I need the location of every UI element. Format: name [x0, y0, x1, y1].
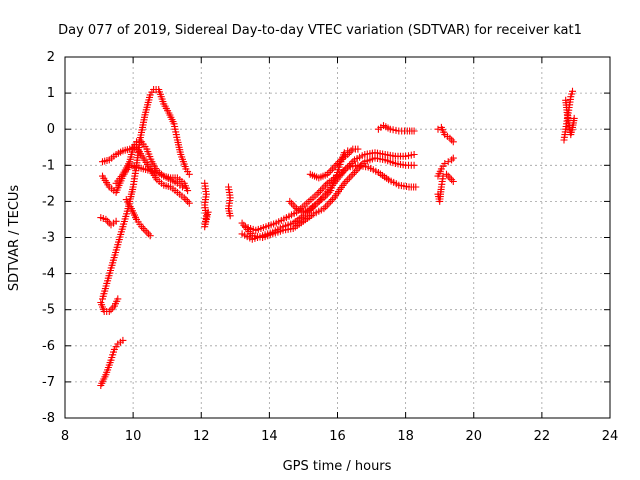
y-tick-label: -7: [42, 375, 55, 390]
x-tick-label: 24: [602, 429, 619, 444]
x-tick-label: 14: [261, 429, 278, 444]
data-point: [184, 187, 192, 195]
data-point: [289, 201, 297, 209]
data-point: [570, 114, 578, 122]
data-point: [410, 127, 418, 135]
data-point: [327, 167, 335, 175]
data-point: [112, 217, 120, 225]
data-point: [412, 183, 420, 191]
y-tick-label: -3: [42, 231, 55, 246]
data-point: [315, 188, 323, 196]
data-point: [446, 174, 454, 182]
series-satellite-arc-8: [122, 196, 154, 240]
y-tick-label: -4: [42, 267, 55, 282]
data-point: [204, 208, 212, 216]
data-point: [448, 156, 456, 164]
y-tick-label: -1: [42, 158, 55, 173]
data-point: [448, 136, 456, 144]
data-point: [145, 230, 152, 238]
series-satellite-arc-21: [562, 96, 578, 139]
data-point: [448, 176, 456, 184]
data-point: [345, 174, 353, 182]
series-satellite-arc-9: [201, 179, 212, 231]
data-point: [185, 170, 193, 178]
x-tick-label: 22: [534, 429, 551, 444]
data-point: [184, 197, 192, 205]
data-point: [322, 203, 330, 211]
y-tick-label: -6: [42, 339, 55, 354]
series-satellite-arc-2: [97, 336, 127, 389]
series-satellite-arc-3: [97, 295, 122, 315]
data-point: [185, 199, 193, 207]
data-point: [347, 172, 355, 180]
data-point: [347, 147, 355, 155]
data-point: [449, 154, 457, 162]
series-satellite-arc-16: [374, 122, 418, 135]
series-satellite-arc-18: [434, 154, 457, 180]
y-tick-label: 2: [47, 50, 55, 65]
data-point: [444, 158, 452, 166]
data-point: [288, 199, 295, 207]
data-point: [352, 167, 360, 175]
series-satellite-arc-6: [112, 138, 186, 191]
x-tick-label: 8: [61, 429, 69, 444]
data-point: [449, 178, 457, 185]
data-point: [182, 196, 190, 204]
series-satellite-arc-17: [434, 123, 457, 146]
data-point: [119, 336, 127, 344]
data-point: [327, 197, 335, 205]
y-axis-label: SDTVAR / TECUs: [7, 185, 22, 292]
data-point: [107, 306, 115, 314]
x-tick-label: 12: [193, 429, 210, 444]
data-point: [569, 87, 576, 95]
data-point: [328, 196, 336, 204]
series-satellite-arc-15: [306, 145, 362, 182]
data-point: [328, 165, 336, 173]
data-point: [449, 138, 457, 146]
plot-frame: [64, 56, 611, 419]
data-point: [344, 176, 352, 184]
series-satellite-arc-7: [97, 214, 120, 229]
data-point: [345, 161, 353, 169]
data-point: [114, 295, 122, 303]
data-point: [443, 170, 450, 178]
data-point: [389, 126, 397, 134]
x-tick-label: 10: [125, 429, 142, 444]
x-axis-label: GPS time / hours: [283, 459, 392, 474]
y-tick-label: -8: [42, 411, 55, 426]
series-satellite-arc-10: [225, 183, 234, 220]
data-point: [402, 152, 410, 160]
data-series: [97, 86, 578, 389]
chart-title: Day 077 of 2019, Sidereal Day-to-day VTE…: [58, 23, 582, 38]
data-point: [410, 161, 418, 169]
data-point: [146, 232, 154, 240]
series-satellite-arc-19: [434, 170, 457, 205]
data-point: [342, 178, 350, 185]
series-satellite-arc-4: [99, 143, 193, 207]
x-tick-label: 20: [465, 429, 482, 444]
data-point: [179, 183, 186, 191]
y-tick-label: 0: [47, 122, 55, 137]
x-tick-label: 18: [397, 429, 414, 444]
data-point: [139, 225, 147, 232]
data-point: [325, 199, 333, 207]
data-point: [226, 212, 234, 220]
x-tick-label: 16: [329, 429, 346, 444]
y-tick-label: -5: [42, 303, 55, 318]
data-point: [317, 187, 324, 195]
data-point: [141, 226, 149, 234]
series-satellite-arc-13: [242, 161, 420, 234]
data-point: [356, 163, 364, 171]
data-point: [323, 201, 331, 209]
data-point: [354, 145, 362, 153]
y-tick-label: -2: [42, 194, 55, 209]
y-tick-label: 1: [47, 86, 55, 101]
data-point: [410, 151, 418, 158]
data-point: [351, 169, 358, 176]
data-point: [286, 197, 294, 205]
data-point: [143, 228, 151, 236]
data-point: [349, 170, 357, 178]
